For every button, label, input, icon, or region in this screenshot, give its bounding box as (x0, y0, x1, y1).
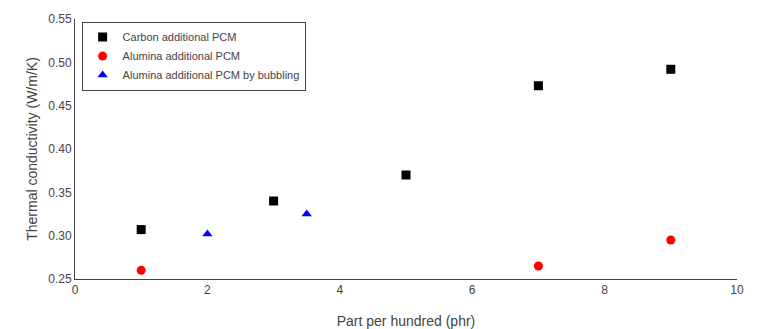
svg-text:6: 6 (469, 283, 476, 297)
svg-text:0.50: 0.50 (48, 56, 72, 70)
svg-text:Part per hundred (phr): Part per hundred (phr) (337, 313, 476, 329)
svg-text:10: 10 (730, 283, 744, 297)
svg-text:0.35: 0.35 (48, 186, 72, 200)
svg-text:0.30: 0.30 (48, 229, 72, 243)
svg-text:0: 0 (72, 283, 79, 297)
svg-text:8: 8 (601, 283, 608, 297)
svg-text:0.25: 0.25 (48, 272, 72, 286)
svg-text:Carbon additional PCM: Carbon additional PCM (123, 31, 237, 43)
svg-text:4: 4 (336, 283, 343, 297)
svg-text:0.45: 0.45 (48, 99, 72, 113)
svg-text:Alumina additional PCM by bubb: Alumina additional PCM by bubbling (123, 69, 300, 81)
svg-text:Thermal conductivity (W/m/K): Thermal conductivity (W/m/K) (24, 57, 40, 241)
svg-text:Alumina additional PCM: Alumina additional PCM (123, 50, 240, 62)
svg-text:2: 2 (204, 283, 211, 297)
svg-text:0.55: 0.55 (48, 12, 72, 26)
svg-text:0.40: 0.40 (48, 142, 72, 156)
